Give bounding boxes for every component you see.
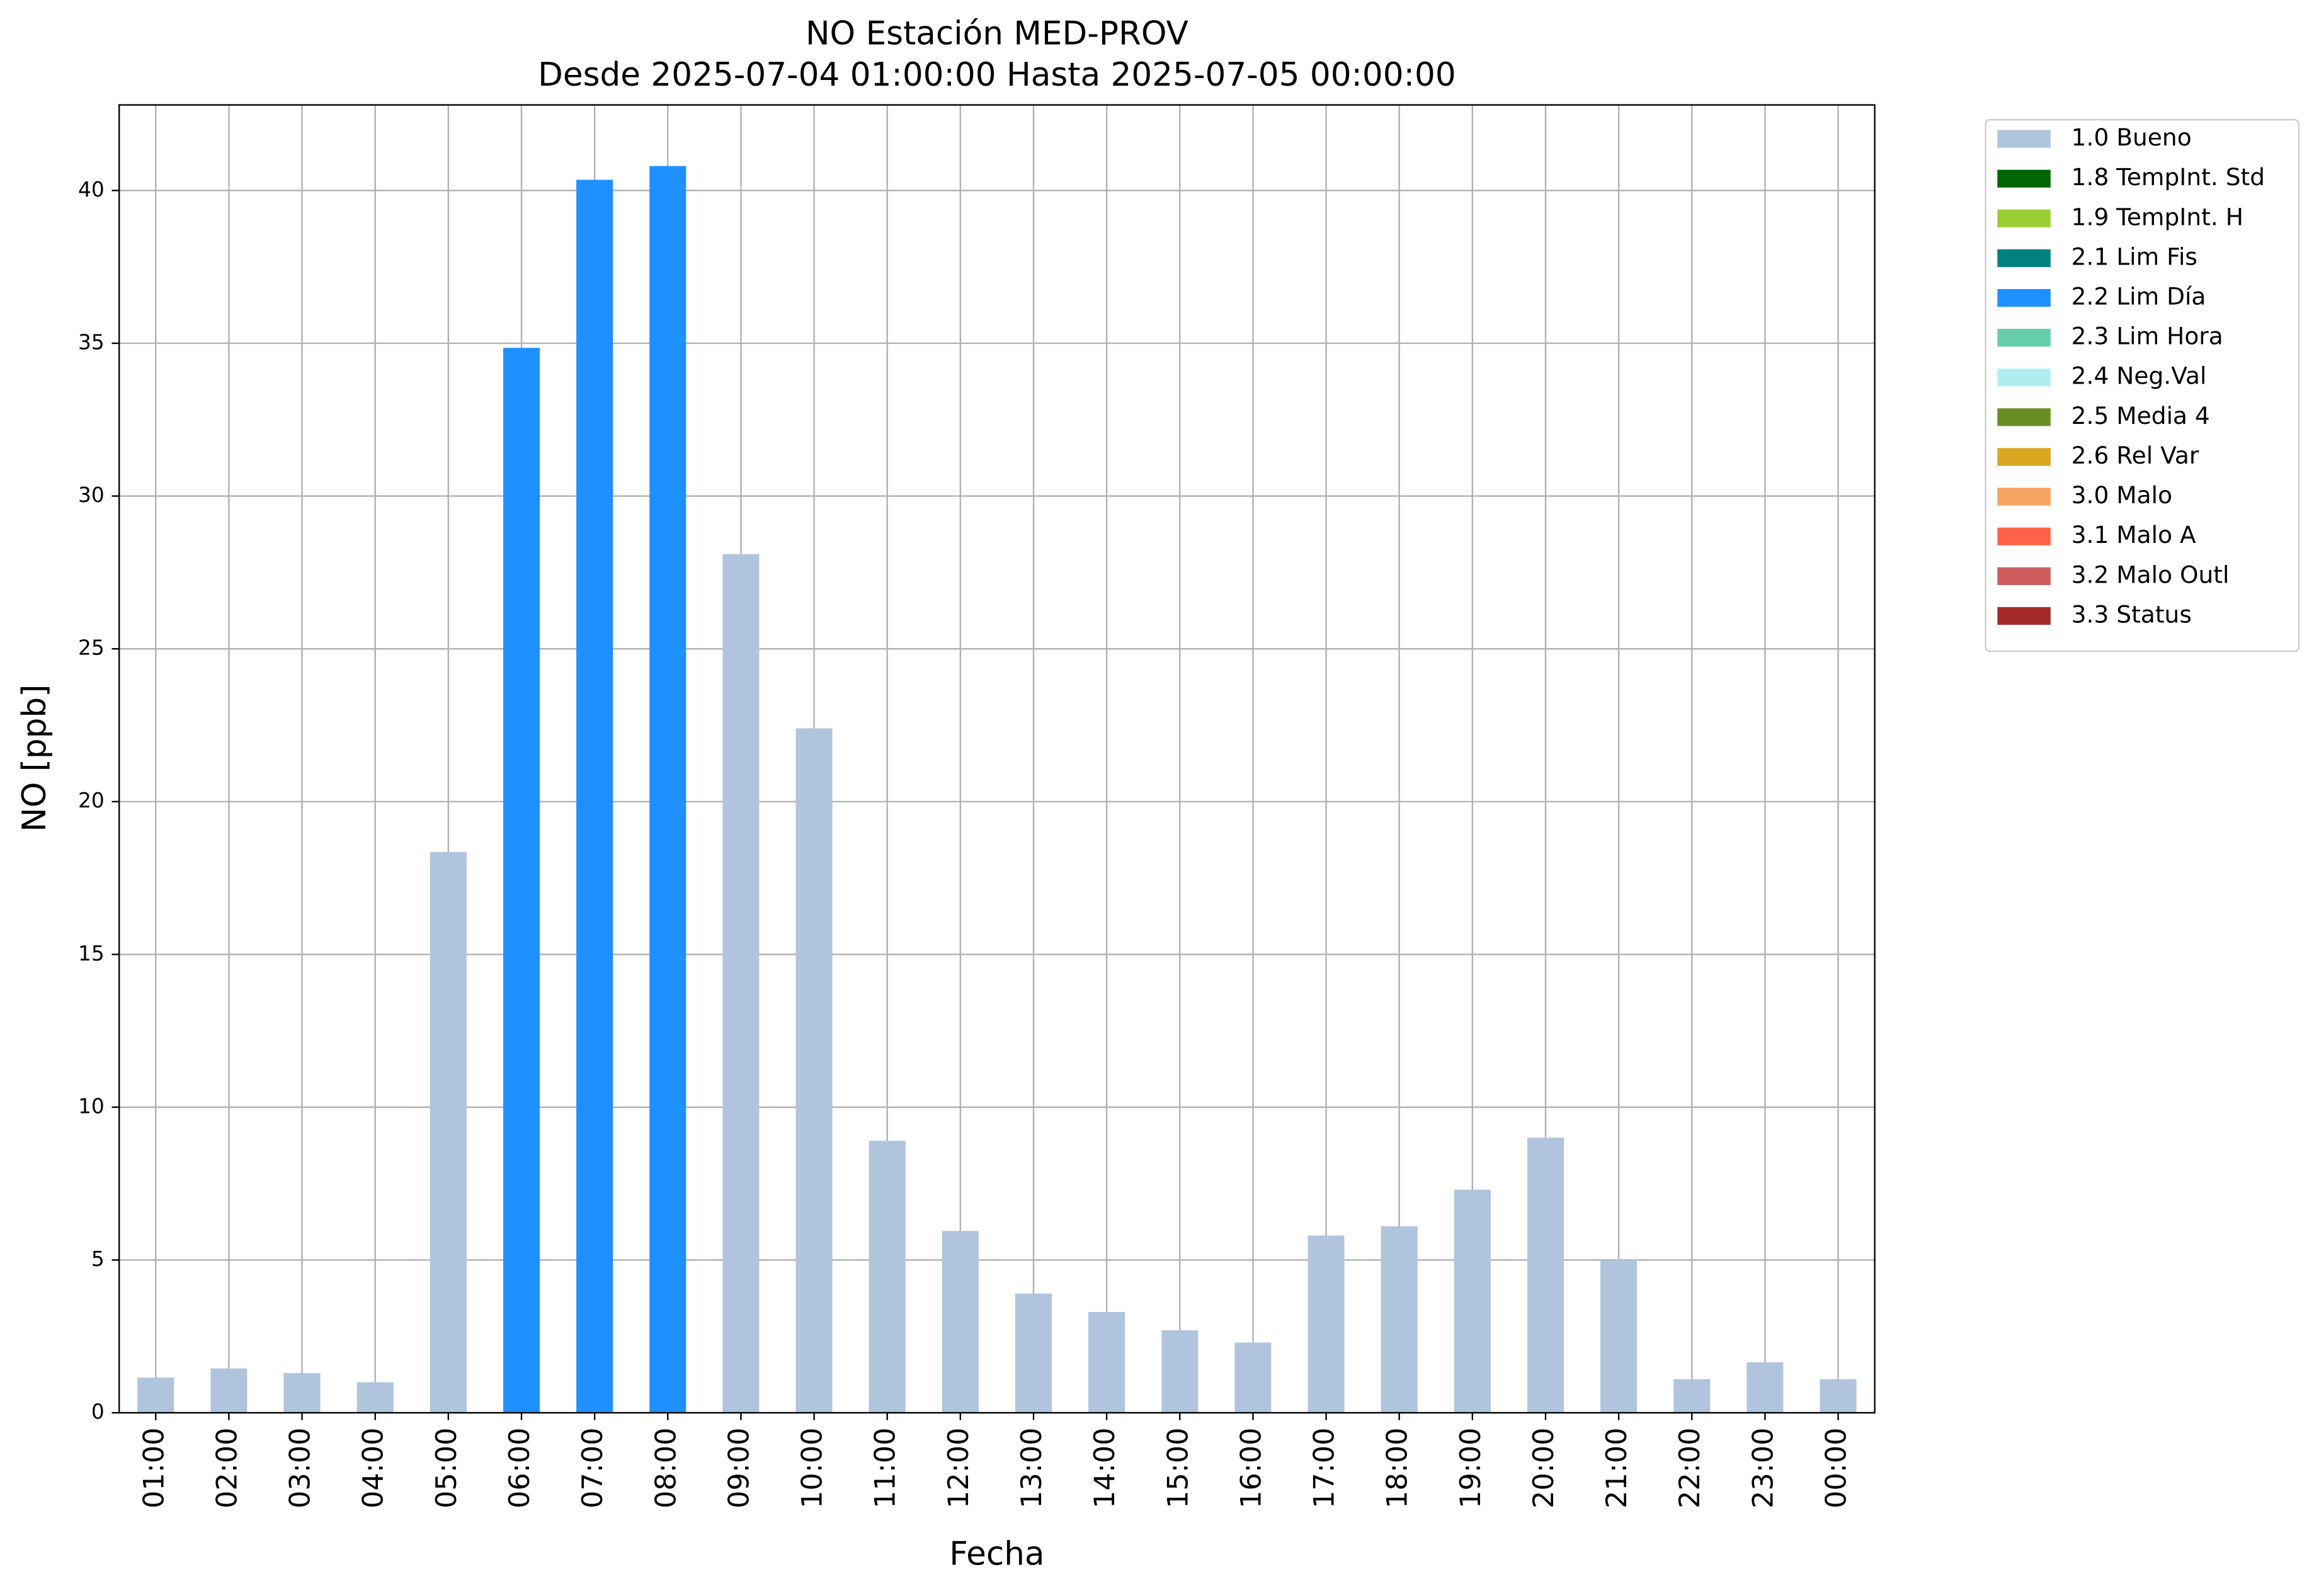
legend-label: 1.8 TempInt. Std xyxy=(2071,163,2265,191)
x-tick-label: 05:00 xyxy=(430,1428,463,1508)
legend-swatch xyxy=(1997,288,2051,307)
legend-label: 1.9 TempInt. H xyxy=(2071,203,2243,231)
x-axis-label: Fecha xyxy=(949,1536,1044,1573)
bar xyxy=(283,1372,321,1413)
legend-swatch xyxy=(1997,368,2051,387)
bar xyxy=(503,348,540,1413)
legend-swatch xyxy=(1997,448,2051,466)
legend-label: 3.3 Status xyxy=(2071,600,2192,628)
chart-title: NO Estación MED-PROV xyxy=(806,14,1188,52)
x-tick-label: 11:00 xyxy=(869,1428,902,1508)
legend-swatch xyxy=(1997,169,2051,188)
bar xyxy=(1527,1137,1564,1413)
y-axis-label: NO [ppb] xyxy=(16,685,54,832)
legend-label: 3.0 Malo xyxy=(2071,481,2172,509)
legend-swatch xyxy=(1997,567,2051,585)
bar xyxy=(1673,1379,1711,1413)
x-tick-label: 01:00 xyxy=(137,1428,170,1508)
x-tick-label: 00:00 xyxy=(1820,1428,1853,1508)
bar xyxy=(430,852,467,1413)
bar xyxy=(722,554,760,1413)
y-tick-label: 15 xyxy=(78,942,105,966)
bar xyxy=(210,1368,248,1413)
x-tick-label: 13:00 xyxy=(1015,1428,1048,1508)
legend-swatch xyxy=(1997,209,2051,227)
bar xyxy=(1088,1311,1125,1413)
x-tick-label: 02:00 xyxy=(210,1428,243,1508)
y-tick-label: 35 xyxy=(78,331,105,355)
x-tick-label: 03:00 xyxy=(284,1428,317,1508)
x-tick-label: 14:00 xyxy=(1088,1428,1121,1508)
bar xyxy=(1381,1226,1418,1413)
bar xyxy=(1454,1189,1491,1413)
y-tick-label: 20 xyxy=(78,789,105,812)
legend-swatch xyxy=(1997,130,2051,148)
bar xyxy=(649,166,687,1413)
y-tick-label: 5 xyxy=(91,1247,105,1271)
legend-label: 2.1 Lim Fis xyxy=(2071,242,2197,270)
x-tick-label: 20:00 xyxy=(1527,1428,1560,1508)
bars xyxy=(137,166,1857,1413)
legend-label: 2.6 Rel Var xyxy=(2071,442,2199,469)
legend-label: 2.2 Lim Día xyxy=(2071,283,2206,311)
bar xyxy=(1746,1362,1784,1413)
x-tick-label: 10:00 xyxy=(796,1428,829,1508)
x-tick-label: 16:00 xyxy=(1234,1428,1267,1508)
bar xyxy=(576,180,613,1413)
bar xyxy=(1600,1260,1638,1413)
legend-swatch xyxy=(1997,527,2051,545)
bar xyxy=(137,1377,174,1413)
legend-label: 3.1 Malo A xyxy=(2071,521,2196,549)
legend-swatch xyxy=(1997,408,2051,426)
x-tick-label: 06:00 xyxy=(503,1428,536,1508)
x-tick-label: 07:00 xyxy=(576,1428,609,1508)
y-tick-label: 30 xyxy=(78,483,105,507)
bar xyxy=(1161,1330,1199,1413)
y-tick-label: 25 xyxy=(78,636,105,660)
legend-label: 2.5 Media 4 xyxy=(2071,402,2210,430)
bar xyxy=(1015,1293,1052,1413)
x-tick-label: 18:00 xyxy=(1381,1428,1414,1508)
bar xyxy=(869,1141,906,1413)
chart-subtitle: Desde 2025-07-04 01:00:00 Hasta 2025-07-… xyxy=(538,56,1456,94)
x-tick-label: 12:00 xyxy=(942,1428,975,1508)
x-tick-label: 19:00 xyxy=(1454,1428,1487,1508)
y-tick-label: 40 xyxy=(78,178,105,202)
bar xyxy=(1308,1235,1345,1413)
bar xyxy=(1234,1342,1272,1413)
y-tick-label: 0 xyxy=(91,1400,105,1424)
legend-label: 2.4 Neg.Val xyxy=(2071,362,2207,390)
legend-swatch xyxy=(1997,329,2051,347)
legend-label: 3.2 Malo Outl xyxy=(2071,561,2230,588)
x-tick-label: 08:00 xyxy=(649,1428,682,1508)
y-tick-label: 10 xyxy=(78,1094,105,1118)
bar xyxy=(356,1382,394,1413)
x-tick-label: 04:00 xyxy=(357,1428,390,1508)
x-tick-label: 09:00 xyxy=(722,1428,755,1508)
legend-swatch xyxy=(1997,249,2051,267)
legend-swatch xyxy=(1997,607,2051,625)
legend-box xyxy=(1985,118,2300,653)
bar xyxy=(795,728,833,1413)
x-tick-label: 21:00 xyxy=(1600,1428,1633,1508)
legend-swatch xyxy=(1997,487,2051,506)
plot-frame xyxy=(118,104,1876,1414)
x-tick-label: 22:00 xyxy=(1673,1428,1706,1508)
bar xyxy=(1820,1379,1857,1413)
legend-label: 2.3 Lim Hora xyxy=(2071,322,2223,350)
bar xyxy=(942,1231,979,1413)
x-tick-label: 15:00 xyxy=(1161,1428,1194,1508)
legend-label: 1.0 Bueno xyxy=(2071,123,2192,151)
x-tick-label: 17:00 xyxy=(1308,1428,1341,1508)
x-tick-label: 23:00 xyxy=(1746,1428,1779,1508)
